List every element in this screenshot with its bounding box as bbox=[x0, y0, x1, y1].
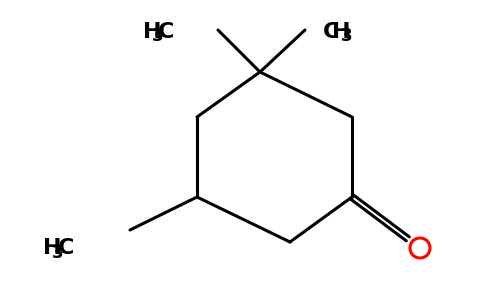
Text: H: H bbox=[332, 22, 350, 42]
Text: C: C bbox=[58, 238, 75, 258]
Circle shape bbox=[410, 238, 430, 258]
Text: C: C bbox=[323, 22, 340, 42]
Text: H: H bbox=[43, 238, 61, 258]
Text: 3: 3 bbox=[341, 27, 352, 45]
Text: 3: 3 bbox=[152, 27, 164, 45]
Text: H: H bbox=[143, 22, 162, 42]
Text: 3: 3 bbox=[52, 244, 63, 262]
Text: C: C bbox=[158, 22, 174, 42]
